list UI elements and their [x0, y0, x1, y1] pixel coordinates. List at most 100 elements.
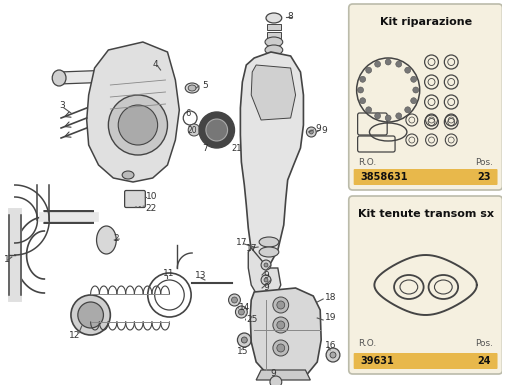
- Text: 5: 5: [202, 80, 207, 89]
- Polygon shape: [87, 42, 179, 182]
- Circle shape: [365, 67, 371, 73]
- Text: 7: 7: [202, 144, 207, 152]
- FancyBboxPatch shape: [353, 169, 497, 185]
- Text: 39631: 39631: [360, 356, 393, 366]
- Circle shape: [241, 337, 247, 343]
- Text: 25: 25: [246, 315, 257, 325]
- Circle shape: [276, 321, 284, 329]
- Circle shape: [410, 98, 416, 104]
- Text: 10: 10: [146, 191, 157, 201]
- Circle shape: [264, 278, 267, 282]
- Circle shape: [118, 105, 157, 145]
- Circle shape: [272, 297, 288, 313]
- Polygon shape: [250, 288, 321, 378]
- Circle shape: [269, 376, 281, 385]
- Circle shape: [309, 130, 313, 134]
- Text: 19: 19: [324, 313, 336, 323]
- Text: Kit tenute transom sx: Kit tenute transom sx: [357, 209, 493, 219]
- Ellipse shape: [185, 83, 199, 93]
- Ellipse shape: [188, 85, 195, 91]
- Text: 9: 9: [321, 126, 326, 134]
- Text: Pos.: Pos.: [475, 340, 493, 348]
- Circle shape: [276, 344, 284, 352]
- FancyBboxPatch shape: [348, 4, 501, 190]
- Circle shape: [261, 275, 270, 285]
- Circle shape: [108, 95, 167, 155]
- Text: 11: 11: [162, 268, 174, 278]
- Text: 1: 1: [4, 256, 10, 264]
- Circle shape: [359, 98, 365, 104]
- Text: 9: 9: [315, 124, 320, 132]
- Circle shape: [237, 333, 251, 347]
- Circle shape: [261, 260, 270, 270]
- FancyBboxPatch shape: [353, 353, 497, 369]
- Circle shape: [276, 301, 284, 309]
- Text: 2: 2: [113, 233, 119, 243]
- Polygon shape: [251, 65, 295, 120]
- Circle shape: [384, 115, 390, 121]
- Circle shape: [238, 309, 244, 315]
- Bar: [267, 24, 280, 30]
- Text: 21: 21: [231, 144, 242, 152]
- Circle shape: [410, 76, 416, 82]
- Circle shape: [264, 263, 267, 267]
- Polygon shape: [256, 370, 310, 380]
- Polygon shape: [59, 68, 167, 84]
- Ellipse shape: [259, 247, 278, 257]
- Ellipse shape: [259, 237, 278, 247]
- Text: 9: 9: [269, 370, 275, 378]
- Text: 14: 14: [239, 303, 250, 313]
- Text: 12: 12: [69, 330, 80, 340]
- Text: 17: 17: [236, 238, 247, 246]
- Circle shape: [357, 87, 363, 93]
- Circle shape: [395, 61, 401, 67]
- Text: 4: 4: [152, 60, 158, 69]
- Ellipse shape: [265, 45, 282, 55]
- Circle shape: [71, 295, 110, 335]
- Text: R.O.: R.O.: [357, 340, 375, 348]
- Text: 23: 23: [476, 172, 490, 182]
- Polygon shape: [248, 248, 280, 300]
- Ellipse shape: [266, 13, 281, 23]
- Text: 17: 17: [246, 243, 257, 253]
- FancyBboxPatch shape: [124, 191, 145, 208]
- Text: 16: 16: [324, 340, 336, 350]
- Circle shape: [384, 59, 390, 65]
- Circle shape: [78, 302, 103, 328]
- Text: 22: 22: [146, 204, 157, 213]
- Ellipse shape: [122, 171, 134, 179]
- Ellipse shape: [206, 119, 227, 141]
- Text: 15: 15: [237, 348, 248, 357]
- Text: Pos.: Pos.: [475, 157, 493, 166]
- Circle shape: [359, 76, 365, 82]
- Text: 9: 9: [263, 283, 268, 293]
- Text: 13: 13: [194, 271, 206, 281]
- Circle shape: [235, 306, 247, 318]
- Circle shape: [272, 340, 288, 356]
- Ellipse shape: [199, 112, 234, 148]
- Ellipse shape: [52, 70, 66, 86]
- Text: 9: 9: [263, 271, 268, 280]
- Circle shape: [329, 352, 335, 358]
- Text: 20: 20: [187, 126, 196, 134]
- Circle shape: [395, 113, 401, 119]
- Circle shape: [374, 113, 380, 119]
- Text: 3: 3: [59, 100, 65, 109]
- Circle shape: [412, 87, 418, 93]
- Polygon shape: [240, 52, 303, 268]
- Circle shape: [374, 61, 380, 67]
- Text: R.O.: R.O.: [357, 157, 375, 166]
- Text: 24: 24: [476, 356, 490, 366]
- Text: 18: 18: [324, 293, 336, 301]
- Circle shape: [404, 107, 410, 113]
- Circle shape: [272, 317, 288, 333]
- Circle shape: [188, 124, 200, 136]
- Bar: [267, 32, 280, 38]
- Circle shape: [365, 107, 371, 113]
- Circle shape: [228, 294, 240, 306]
- FancyBboxPatch shape: [348, 196, 501, 374]
- Circle shape: [231, 297, 237, 303]
- Text: 3858631: 3858631: [360, 172, 407, 182]
- Text: Kit riparazione: Kit riparazione: [379, 17, 471, 27]
- Ellipse shape: [9, 291, 21, 299]
